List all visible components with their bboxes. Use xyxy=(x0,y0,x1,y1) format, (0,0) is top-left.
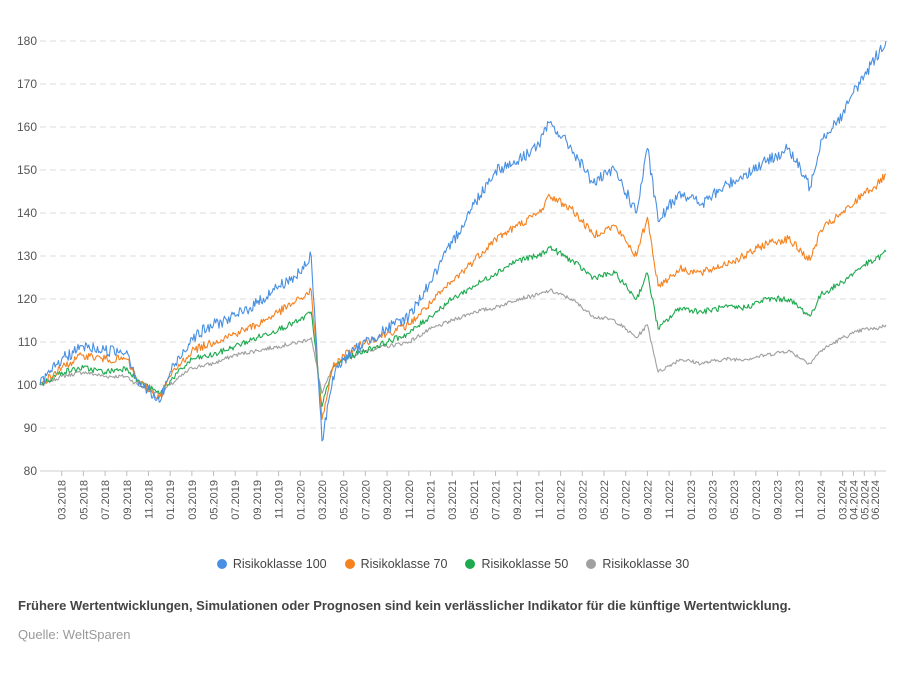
y-tick-label: 130 xyxy=(17,249,37,263)
y-tick-label: 120 xyxy=(17,292,37,306)
legend-label: Risikoklasse 100 xyxy=(232,557,327,571)
legend-marker xyxy=(216,559,227,569)
x-tick-label: 11.2020 xyxy=(404,480,416,519)
x-tick-label: 11.2023 xyxy=(794,480,806,519)
x-tick-label: 09.2023 xyxy=(773,480,785,520)
x-tick-label: 04.2024 xyxy=(848,480,860,520)
x-tick-label: 05.2023 xyxy=(729,480,741,520)
grid-lines xyxy=(40,40,886,472)
x-tick-label: 06.2024 xyxy=(870,480,882,520)
x-tick-label: 09.2018 xyxy=(122,480,134,520)
x-tick-label: 05.2018 xyxy=(78,480,90,520)
x-tick-label: 01.2024 xyxy=(816,480,828,520)
x-tick-label: 11.2018 xyxy=(143,480,155,519)
series-line-risikoklasse-100 xyxy=(39,40,887,442)
x-tick-label: 07.2018 xyxy=(100,480,112,520)
y-tick-label: 110 xyxy=(18,335,37,349)
x-tick-label: 11.2021 xyxy=(534,480,546,519)
x-tick-label: 03.2022 xyxy=(577,480,589,520)
x-tick-label: 09.2019 xyxy=(252,480,264,520)
x-tick-label: 05.2021 xyxy=(469,480,481,520)
x-tick-label: 03.2023 xyxy=(707,480,719,520)
x-tick-label: 07.2021 xyxy=(491,480,503,520)
x-tick-label: 07.2019 xyxy=(230,480,242,520)
x-axis: 03.2018 05.2018 07.2018 09.2018 11.2018 01.20… xyxy=(57,471,882,520)
legend-item-risikoklasse-100[interactable]: Risikoklasse 100 xyxy=(216,557,327,571)
x-tick-label: 01.2023 xyxy=(686,480,698,520)
x-tick-label: 01.2019 xyxy=(165,480,177,520)
x-tick-label: 05.2024 xyxy=(859,480,871,520)
legend-label: Risikoklasse 70 xyxy=(360,557,448,571)
x-tick-label: 11.2019 xyxy=(274,480,286,519)
legend-item-risikoklasse-30[interactable]: Risikoklasse 30 xyxy=(586,557,689,571)
x-tick-label: 11.2022 xyxy=(664,480,676,519)
x-tick-label: 01.2020 xyxy=(295,480,307,520)
x-tick-label: 05.2020 xyxy=(339,480,351,520)
x-tick-label: 01.2022 xyxy=(556,480,568,520)
plot-area xyxy=(39,40,887,442)
x-tick-label: 03.2024 xyxy=(838,480,850,520)
legend-marker xyxy=(465,559,476,569)
x-tick-label: 09.2022 xyxy=(642,480,654,520)
y-tick-label: 80 xyxy=(24,464,38,478)
x-tick-label: 07.2023 xyxy=(751,480,763,520)
y-axis: 80 90 100 110 120 130 140 150 160 170 180 xyxy=(17,34,37,478)
x-tick-label: 03.2021 xyxy=(447,480,459,520)
x-tick-label: 03.2018 xyxy=(57,480,69,520)
y-tick-label: 180 xyxy=(17,34,37,48)
x-tick-label: 05.2022 xyxy=(599,480,611,520)
source-text: Quelle: WeltSparen xyxy=(18,627,131,642)
legend-marker xyxy=(344,559,355,569)
y-tick-label: 100 xyxy=(17,378,37,392)
y-tick-label: 90 xyxy=(24,421,38,435)
x-tick-label: 05.2019 xyxy=(209,480,221,520)
legend-marker xyxy=(586,559,597,569)
disclaimer-text: Frühere Wertentwicklungen, Simulationen … xyxy=(18,598,792,613)
x-tick-label: 07.2022 xyxy=(621,480,633,520)
x-tick-label: 07.2020 xyxy=(360,480,372,520)
x-tick-label: 01.2021 xyxy=(425,480,437,520)
series-line-risikoklasse-50 xyxy=(39,245,887,408)
legend-label: Risikoklasse 30 xyxy=(602,557,690,571)
series-line-risikoklasse-70 xyxy=(39,173,886,420)
x-tick-label: 09.2020 xyxy=(382,480,394,520)
y-tick-label: 150 xyxy=(17,163,37,177)
legend: Risikoklasse 100 Risikoklasse 70 Risikok… xyxy=(0,554,906,574)
series-line-risikoklasse-30 xyxy=(39,288,887,396)
x-tick-label: 09.2021 xyxy=(512,480,524,520)
y-tick-label: 160 xyxy=(17,120,37,134)
y-tick-label: 140 xyxy=(17,206,37,220)
y-tick-label: 170 xyxy=(17,77,37,91)
legend-item-risikoklasse-70[interactable]: Risikoklasse 70 xyxy=(344,557,448,571)
x-tick-label: 03.2019 xyxy=(187,480,199,520)
legend-item-risikoklasse-50[interactable]: Risikoklasse 50 xyxy=(465,557,568,571)
x-tick-label: 03.2020 xyxy=(317,480,329,520)
legend-label: Risikoklasse 50 xyxy=(481,557,569,571)
